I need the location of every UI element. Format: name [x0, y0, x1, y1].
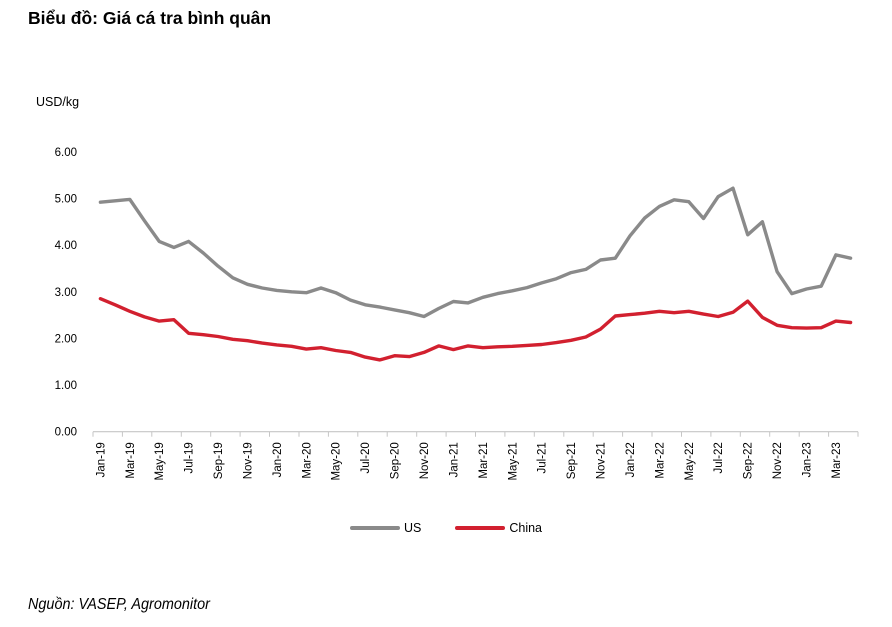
x-tick-label: Sep-22 — [743, 442, 755, 479]
x-tick-label: Sep-19 — [213, 442, 225, 479]
china-line-marker — [455, 526, 506, 530]
x-tick-label: Nov-20 — [419, 442, 431, 479]
y-tick-label: 1.00 — [55, 380, 77, 392]
y-tick-label: 6.00 — [55, 147, 77, 159]
y-tick-label: 5.00 — [55, 193, 77, 205]
x-tick-label: Jul-20 — [360, 442, 372, 473]
legend-item-china: China — [455, 521, 542, 535]
y-axis-unit-label: USD/kg — [36, 95, 80, 109]
x-tick-label: Mar-20 — [301, 442, 313, 478]
y-tick-label: 4.00 — [55, 240, 77, 252]
x-tick-label: Sep-21 — [566, 442, 578, 479]
legend-item-us: US — [349, 521, 422, 535]
x-tick-label: Jan-20 — [272, 442, 284, 477]
x-tick-label: May-22 — [684, 442, 696, 480]
y-tick-label: 3.00 — [55, 287, 77, 299]
x-tick-label: Nov-21 — [596, 442, 608, 479]
x-tick-label: Jul-19 — [184, 442, 196, 473]
x-tick-label: Jan-19 — [95, 442, 107, 477]
x-tick-label: May-19 — [154, 442, 166, 480]
x-tick-label: May-20 — [331, 442, 343, 480]
x-tick-label: Jan-22 — [625, 442, 637, 477]
chart-legend: US China — [0, 521, 892, 535]
x-tick-label: Jan-21 — [448, 442, 460, 477]
x-tick-label: May-21 — [507, 442, 519, 480]
x-tick-label: Jul-22 — [713, 442, 725, 473]
x-tick-label: Mar-23 — [831, 442, 843, 478]
x-tick-label: Nov-22 — [772, 442, 784, 479]
y-tick-label: 0.00 — [55, 427, 77, 439]
china-series-line — [98, 297, 853, 362]
x-tick-label: Sep-20 — [390, 442, 402, 479]
us-series-line — [98, 186, 853, 319]
y-tick-label: 2.00 — [55, 333, 77, 345]
x-tick-label: Jan-23 — [802, 442, 814, 477]
x-tick-label: Nov-19 — [243, 442, 255, 479]
legend-label-china: China — [509, 521, 543, 535]
legend-label-us: US — [403, 521, 422, 535]
x-tick-label: Mar-19 — [125, 442, 137, 478]
x-tick-label: Jul-21 — [537, 442, 549, 473]
chart-title: Biểu đồ: Giá cá tra bình quân — [28, 8, 272, 28]
source-note: Nguồn: VASEP, Agromonitor — [28, 596, 210, 613]
x-tick-label: Mar-21 — [478, 442, 490, 478]
x-tick-label: Mar-22 — [654, 442, 666, 478]
us-line-marker — [349, 526, 400, 530]
